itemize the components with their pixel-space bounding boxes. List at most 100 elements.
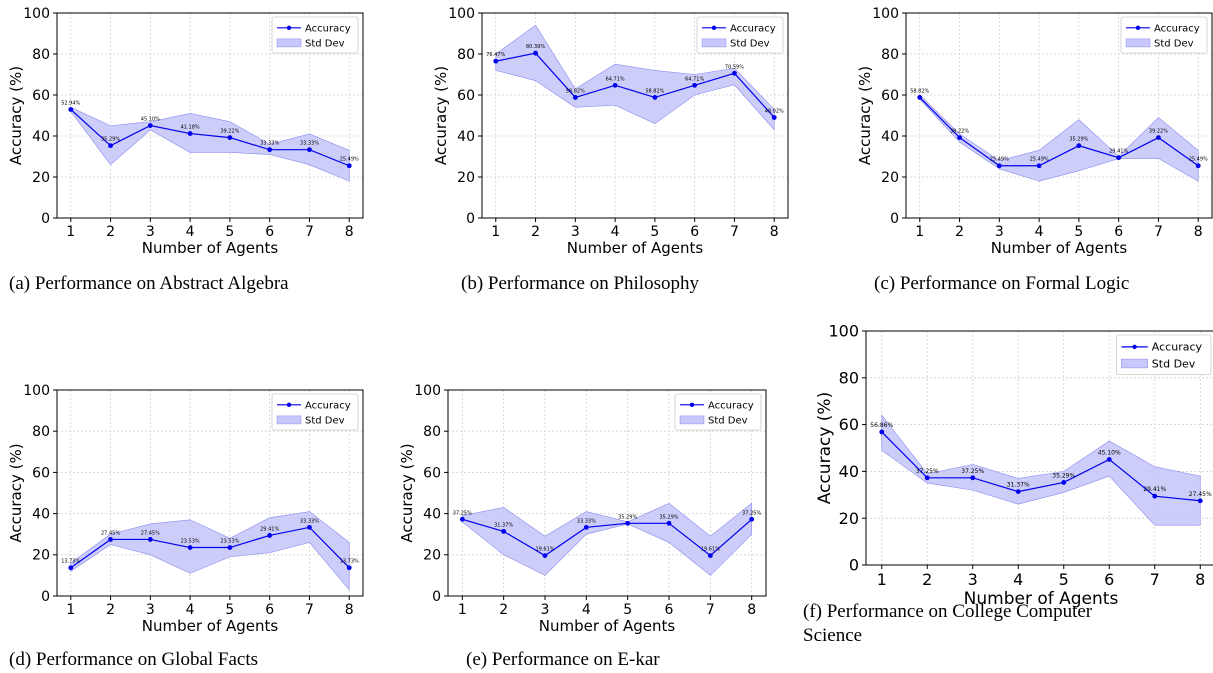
std-dev-band [462,502,752,576]
accuracy-point [227,545,233,550]
y-tick-label: 40 [839,462,859,481]
x-tick-label: 6 [690,224,699,240]
x-tick-label: 3 [146,602,155,618]
chart-caption: Science [803,625,862,646]
y-tick-label: 20 [32,548,50,564]
data-label: 37.25% [916,468,939,475]
accuracy-point [307,524,312,530]
legend-std-swatch [701,38,727,48]
data-label: 56.86% [870,422,893,429]
legend-std-label: Std Dev [730,38,770,49]
x-tick-label: 2 [106,602,115,618]
y-tick-label: 100 [23,383,50,399]
y-tick-label: 0 [890,211,899,227]
y-tick-label: 60 [423,465,441,481]
data-label: 27.45% [101,530,120,536]
accuracy-point [108,537,113,542]
x-tick-label: 4 [1035,224,1044,240]
x-tick-label: 3 [968,570,978,589]
data-label: 19.61% [535,547,554,553]
accuracy-point [612,82,618,88]
data-label: 25.49% [1030,157,1049,163]
x-tick-label: 6 [265,224,274,240]
legend-std-swatch [679,415,705,425]
data-label: 33.33% [300,141,319,147]
y-tick-label: 100 [872,6,899,22]
y-tick-label: 40 [32,129,50,145]
chart-panel-4: 13.73% 27.45% 27.45% 23.53% 23.53% 29.41% 33.3… [7,383,364,670]
x-tick-label: 7 [305,602,314,618]
x-tick-label: 4 [1013,570,1023,589]
y-tick-label: 0 [849,556,859,575]
accuracy-point [346,565,352,571]
y-tick-label: 100 [828,322,859,341]
data-label: 80.39% [526,44,545,50]
x-tick-label: 7 [305,224,314,240]
plot-frame [447,389,767,597]
data-label: 45.10% [141,117,160,123]
data-label: 27.45% [141,530,160,536]
accuracy-point [666,520,672,526]
data-label: 35.29% [1069,137,1088,143]
accuracy-line [919,96,1199,167]
accuracy-point [542,553,548,559]
x-tick-label: 8 [1195,570,1205,589]
std-dev-band [881,414,1201,526]
data-label: 35.29% [618,514,637,520]
data-label: 39.22% [950,129,969,135]
data-label: 31.37% [1007,482,1030,489]
accuracy-point [707,553,713,559]
y-tick-label: 0 [432,589,441,605]
accuracy-point [957,135,962,140]
accuracy-point [147,123,153,128]
y-tick-label: 80 [32,47,50,63]
x-tick-label: 3 [541,602,550,618]
data-label: 58.82% [566,88,585,94]
accuracy-point [147,537,153,542]
y-tick-label: 80 [881,47,899,63]
x-axis-label: Number of Agents [991,239,1128,257]
accuracy-point [68,107,74,112]
data-label: 25.49% [990,157,1009,163]
x-tick-label: 5 [225,602,234,618]
y-tick-label: 0 [41,589,50,605]
y-tick-label: 0 [41,211,50,227]
data-label: 29.41% [1143,486,1166,493]
legend-accuracy-label: Accuracy [730,23,776,34]
std-dev-band [495,24,775,131]
data-label: 13.73% [340,559,359,565]
x-tick-label: 2 [531,224,540,240]
accuracy-point [267,147,273,153]
data-label: 23.53% [220,539,239,545]
std-dev-band [919,94,1199,182]
accuracy-point [1116,155,1122,161]
x-tick-label: 7 [730,224,739,240]
accuracy-point [346,163,352,169]
legend-std-swatch [276,38,302,48]
data-label: 25.49% [1189,157,1208,163]
chart-panel-1: 52.94% 35.29% 45.10% 41.18% 39.22% 33.33% 33.3… [7,6,364,294]
plot-frame [56,12,364,219]
data-label: 64.71% [606,76,625,82]
accuracy-point [970,475,976,481]
x-tick-label: 5 [1074,224,1083,240]
accuracy-point [493,58,499,64]
accuracy-point [692,82,698,88]
x-tick-label: 1 [66,224,75,240]
data-label: 37.25% [453,510,472,516]
accuracy-point [227,135,233,140]
y-tick-label: 0 [466,211,475,227]
legend-accuracy-label: Accuracy [305,400,351,411]
plot-frame [481,12,789,219]
accuracy-point [749,516,755,522]
x-tick-label: 2 [499,602,508,618]
accuracy-point [917,95,923,100]
data-label: 39.22% [220,129,239,135]
x-axis-label: Number of Agents [567,239,704,257]
y-axis-label: Accuracy (%) [815,392,835,504]
accuracy-point [652,95,658,100]
accuracy-point [1106,457,1112,462]
accuracy-point [533,50,538,56]
data-label: 33.33% [260,141,279,147]
accuracy-point [187,545,193,550]
